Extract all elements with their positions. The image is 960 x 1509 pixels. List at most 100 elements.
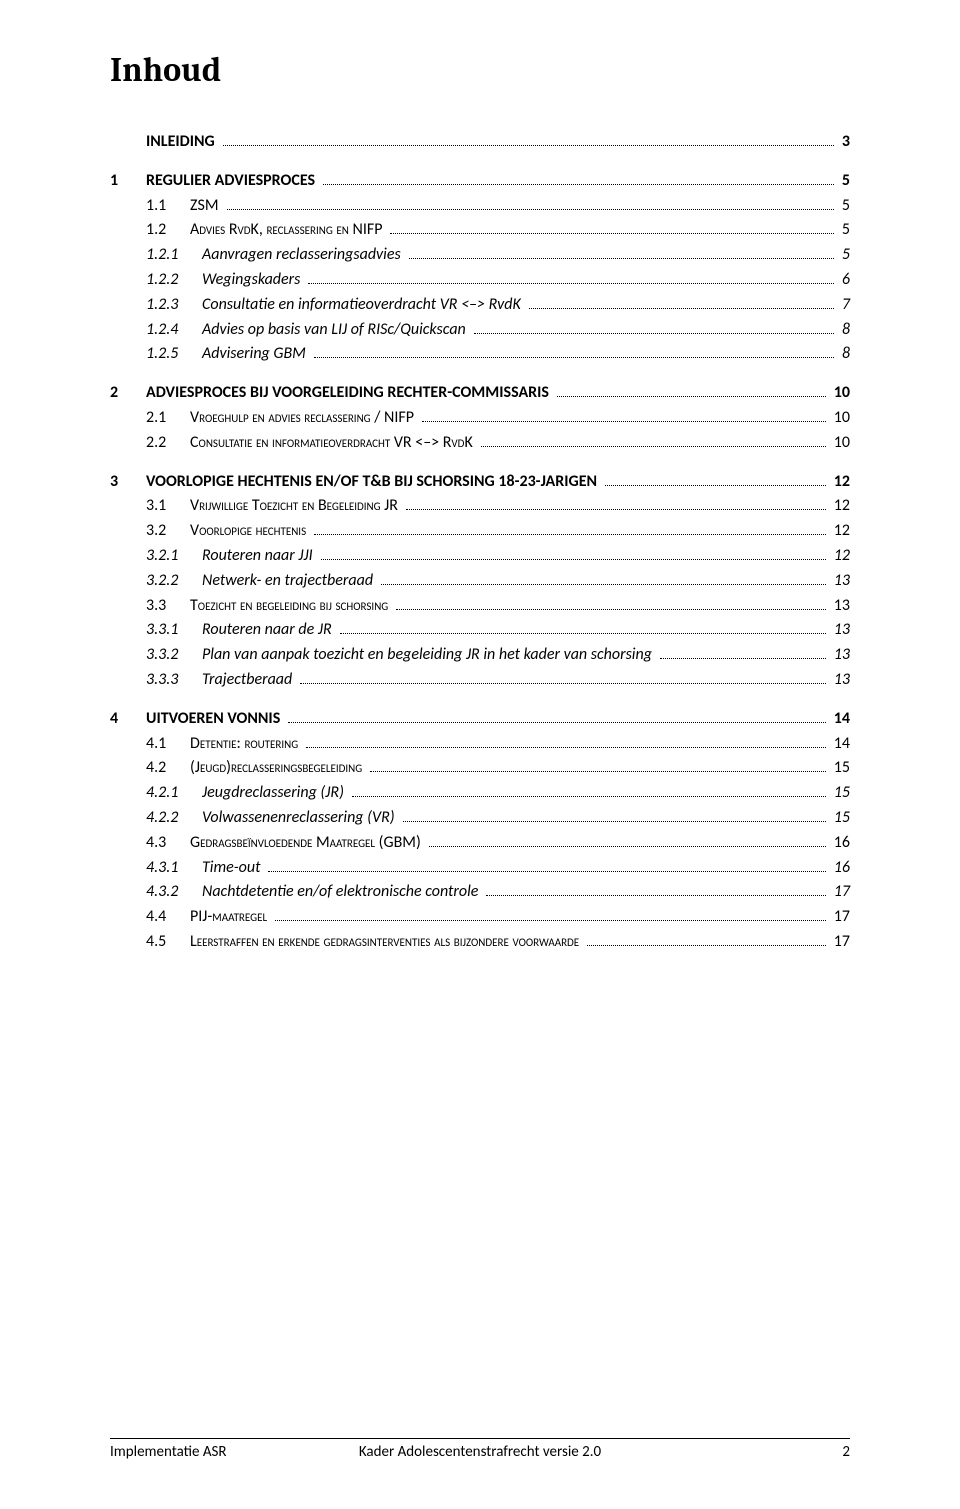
toc-leader-dots xyxy=(223,132,834,146)
toc-entry-label: (Jeugd)reclasseringsbegeleiding xyxy=(190,756,366,781)
footer-left: Implementatie ASR xyxy=(110,1443,295,1461)
toc-entry: 4.5Leerstraffen en erkende gedragsinterv… xyxy=(146,930,850,955)
toc-entry-number: 1.1 xyxy=(146,194,190,219)
toc-leader-dots xyxy=(370,758,826,772)
toc-leader-dots xyxy=(323,170,834,184)
toc-entry-number: 3.2.1 xyxy=(146,544,202,569)
toc-leader-dots xyxy=(409,245,834,259)
toc-entry-label: Advies op basis van LIJ of RISc/Quicksca… xyxy=(202,318,470,343)
toc-entry-label: Wegingskaders xyxy=(202,268,304,293)
toc-entry-label: Aanvragen reclasseringsadvies xyxy=(202,243,405,268)
toc-entry: 1REGULIER ADVIESPROCES5 xyxy=(110,169,850,194)
toc-entry-page: 5 xyxy=(838,218,850,243)
toc-leader-dots xyxy=(300,670,826,684)
footer-center: Kader Adolescentenstrafrecht versie 2.0 xyxy=(295,1443,665,1461)
toc-leader-dots xyxy=(396,595,826,609)
toc-entry: 1.2.5Advisering GBM8 xyxy=(146,342,850,367)
toc-entry: 1.2Advies RvdK, reclassering en NIFP 5 xyxy=(146,218,850,243)
toc-leader-dots xyxy=(352,783,826,797)
toc-entry-label: ZSM xyxy=(190,194,223,219)
toc-entry-label: Consultatie en informatieoverdracht VR <… xyxy=(190,431,477,456)
toc-entry-label: Jeugdreclassering (JR) xyxy=(202,781,348,806)
toc-entry-label: UITVOEREN VONNIS xyxy=(146,707,284,732)
toc-entry-page: 10 xyxy=(830,431,850,456)
page-footer: Implementatie ASR Kader Adolescentenstra… xyxy=(110,1438,850,1461)
toc-entry-label: Leerstraffen en erkende gedragsintervent… xyxy=(190,930,583,955)
toc-entry-page: 10 xyxy=(830,381,850,406)
toc-entry-label: Vroeghulp en advies reclassering / NIFP xyxy=(190,406,418,431)
toc-leader-dots xyxy=(486,882,825,896)
toc-entry: 4.4PIJ-maatregel17 xyxy=(146,905,850,930)
toc-entry: 2ADVIESPROCES BIJ VOORGELEIDING RECHTER-… xyxy=(110,381,850,406)
toc-leader-dots xyxy=(422,408,826,422)
toc-leader-dots xyxy=(227,195,834,209)
toc-entry-page: 12 xyxy=(830,494,850,519)
toc-leader-dots xyxy=(587,932,826,946)
toc-entry-number: 4.4 xyxy=(146,905,190,930)
toc-entry-page: 8 xyxy=(838,342,850,367)
page-title: Inhoud xyxy=(110,50,850,90)
toc-entry: 4.3.2Nachtdetentie en/of elektronische c… xyxy=(146,880,850,905)
toc-entry: 4.3Gedragsbeïnvloedende Maatregel (GBM)1… xyxy=(146,831,850,856)
toc-entry-number: 3.2 xyxy=(146,519,190,544)
toc-entry: 3.3.3Trajectberaad13 xyxy=(146,668,850,693)
toc-leader-dots xyxy=(340,620,826,634)
toc-leader-dots xyxy=(275,907,826,921)
toc-entry: 4.2(Jeugd)reclasseringsbegeleiding15 xyxy=(146,756,850,781)
toc-entry-number: 1.2 xyxy=(146,218,190,243)
toc-entry-label: Toezicht en begeleiding bij schorsing xyxy=(190,594,392,619)
toc-leader-dots xyxy=(529,294,834,308)
toc-entry-label: Advisering GBM xyxy=(202,342,310,367)
toc-entry-number: 3.3.3 xyxy=(146,668,202,693)
toc-entry-number: 4.5 xyxy=(146,930,190,955)
toc-entry-label: Gedragsbeïnvloedende Maatregel (GBM) xyxy=(190,831,425,856)
toc-entry-page: 15 xyxy=(830,781,850,806)
toc-entry-number: 3.2.2 xyxy=(146,569,202,594)
toc-entry-number: 2.2 xyxy=(146,431,190,456)
toc-entry-page: 13 xyxy=(830,643,850,668)
toc-leader-dots xyxy=(306,733,826,747)
toc-leader-dots xyxy=(605,471,826,485)
toc-entry-page: 8 xyxy=(838,318,850,343)
toc-entry-label: Plan van aanpak toezicht en begeleiding … xyxy=(202,643,656,668)
toc-entry: 3.3Toezicht en begeleiding bij schorsing… xyxy=(146,594,850,619)
footer-page-number: 2 xyxy=(665,1443,850,1461)
toc-entry-label: Volwassenenreclassering (VR) xyxy=(202,806,399,831)
toc-entry-label: Advies RvdK, reclassering en NIFP xyxy=(190,218,386,243)
toc-entry-page: 3 xyxy=(838,130,850,155)
toc-entry-page: 17 xyxy=(830,880,850,905)
toc-leader-dots xyxy=(557,383,826,397)
toc-entry-label: REGULIER ADVIESPROCES xyxy=(146,169,319,194)
toc-entry-page: 14 xyxy=(830,707,850,732)
toc-entry-label: Voorlopige hechtenis xyxy=(190,519,310,544)
toc-entry-number: 4.1 xyxy=(146,732,190,757)
toc-entry: 2.1Vroeghulp en advies reclassering / NI… xyxy=(146,406,850,431)
toc-leader-dots xyxy=(381,570,826,584)
toc-entry-number: 4.3.2 xyxy=(146,880,202,905)
toc-entry-page: 12 xyxy=(830,519,850,544)
toc-entry-page: 14 xyxy=(830,732,850,757)
toc-entry: 4.3.1Time-out16 xyxy=(146,856,850,881)
toc-leader-dots xyxy=(481,432,826,446)
toc-entry: 4.1Detentie: routering14 xyxy=(146,732,850,757)
toc-entry-number: 3.1 xyxy=(146,494,190,519)
toc-entry-label: Consultatie en informatieoverdracht VR <… xyxy=(202,293,525,318)
toc-entry: 3.1Vrijwillige Toezicht en Begeleiding J… xyxy=(146,494,850,519)
toc-entry-number: 3.3 xyxy=(146,594,190,619)
toc-entry-number: 4.3 xyxy=(146,831,190,856)
toc-entry-label: Netwerk- en trajectberaad xyxy=(202,569,377,594)
toc-entry-number: 3 xyxy=(110,470,146,495)
toc-entry-label: ADVIESPROCES BIJ VOORGELEIDING RECHTER-C… xyxy=(146,381,553,406)
toc-entry-label: Routeren naar de JR xyxy=(202,618,336,643)
toc-leader-dots xyxy=(314,344,834,358)
toc-entry-label: VOORLOPIGE HECHTENIS EN/OF T&B BIJ SCHOR… xyxy=(146,470,601,495)
toc-entry: 3.2.2Netwerk- en trajectberaad13 xyxy=(146,569,850,594)
toc-entry: 1.2.3Consultatie en informatieoverdracht… xyxy=(146,293,850,318)
document-page: Inhoud INLEIDING3 1REGULIER ADVIESPROCES5… xyxy=(0,0,960,1509)
table-of-contents: INLEIDING3 1REGULIER ADVIESPROCES51.1ZSM 5… xyxy=(110,130,850,955)
toc-entry-page: 13 xyxy=(830,618,850,643)
toc-entry-number: 1.2.1 xyxy=(146,243,202,268)
toc-entry: INLEIDING3 xyxy=(110,130,850,155)
toc-entry: 3.2.1Routeren naar JJI12 xyxy=(146,544,850,569)
toc-entry-number: 4.2 xyxy=(146,756,190,781)
